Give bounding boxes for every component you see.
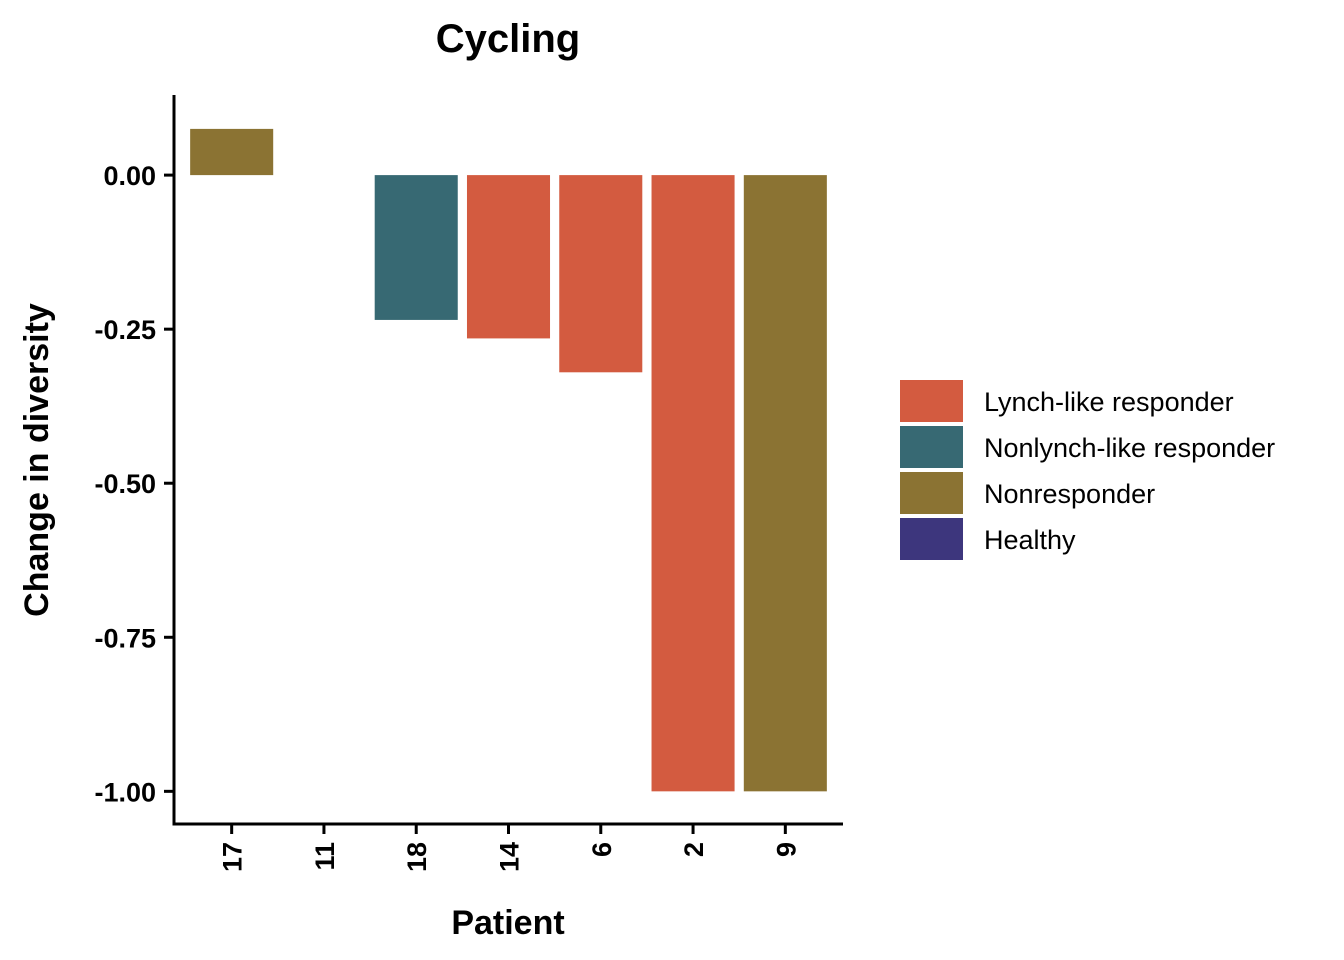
legend-key: [900, 426, 963, 468]
legend-key: [900, 380, 963, 422]
x-tick-label: 14: [495, 842, 525, 872]
y-tick-label: -0.75: [94, 623, 156, 653]
x-tick-label: 11: [310, 842, 340, 871]
x-tick-label: 2: [679, 842, 709, 857]
bar-patient-17: [190, 128, 274, 176]
y-axis: 0.00 -0.25 -0.50 -0.75 -1.00: [94, 95, 176, 826]
x-tick-label: 17: [218, 842, 248, 872]
y-tick-label: -0.25: [94, 315, 156, 345]
legend-label: Nonlynch-like responder: [984, 433, 1275, 463]
legend: Lynch-like responder Nonlynch-like respon…: [900, 380, 1275, 560]
x-axis: 17 11 18 14 6 2 9: [172, 822, 843, 872]
x-tick-label: 18: [402, 842, 432, 872]
y-tick-label: -1.00: [94, 777, 156, 807]
bar-patient-18: [374, 175, 458, 320]
legend-key: [900, 518, 963, 560]
chart-title: Cycling: [436, 17, 580, 61]
legend-label: Lynch-like responder: [984, 387, 1234, 417]
x-tick-label: 9: [771, 842, 801, 857]
y-tick-label: -0.50: [94, 469, 156, 499]
bar-patient-9: [743, 175, 827, 792]
legend-label: Healthy: [984, 525, 1076, 555]
y-tick-label: 0.00: [103, 161, 156, 191]
y-axis-title: Change in diversity: [18, 303, 56, 617]
bar-patient-14: [466, 175, 551, 339]
x-axis-title: Patient: [451, 904, 564, 942]
legend-label: Nonresponder: [984, 479, 1155, 509]
x-tick-label: 6: [587, 842, 617, 857]
bar-patient-2: [651, 175, 735, 792]
bar-patient-6: [559, 175, 643, 373]
legend-key: [900, 472, 963, 514]
bars: [190, 128, 827, 792]
